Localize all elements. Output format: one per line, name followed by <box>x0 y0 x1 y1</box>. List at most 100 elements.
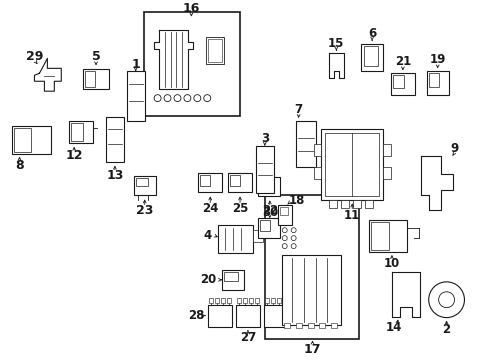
Bar <box>270 298 274 303</box>
Bar <box>209 298 213 303</box>
Bar <box>390 73 414 95</box>
Text: 3: 3 <box>260 132 268 145</box>
Circle shape <box>174 95 181 102</box>
Circle shape <box>428 282 464 318</box>
Bar <box>257 218 279 238</box>
Text: 15: 15 <box>327 37 344 50</box>
Text: 29: 29 <box>26 50 43 63</box>
Text: 24: 24 <box>202 202 218 215</box>
Circle shape <box>164 95 171 102</box>
Bar <box>254 298 258 303</box>
Text: 16: 16 <box>183 2 200 15</box>
Bar <box>352 201 361 208</box>
Polygon shape <box>34 58 61 91</box>
Bar <box>361 44 382 71</box>
Bar <box>325 133 378 197</box>
Bar <box>215 298 219 303</box>
Bar <box>370 222 388 250</box>
Bar <box>259 220 269 231</box>
Bar <box>364 46 377 66</box>
Bar <box>426 71 447 95</box>
Bar <box>281 255 341 325</box>
Bar <box>126 71 144 121</box>
Bar <box>200 175 210 185</box>
Text: 6: 6 <box>367 27 375 40</box>
Bar <box>71 123 83 141</box>
Bar <box>341 201 348 208</box>
Bar <box>329 201 337 208</box>
Bar <box>208 39 222 62</box>
Bar <box>295 121 315 167</box>
Text: 23: 23 <box>136 204 153 217</box>
Bar <box>276 298 280 303</box>
Bar <box>224 272 238 281</box>
Bar <box>282 298 286 303</box>
Text: 26: 26 <box>287 309 303 322</box>
Circle shape <box>154 95 161 102</box>
Bar <box>283 323 289 328</box>
Bar <box>236 305 259 327</box>
Bar <box>264 195 359 339</box>
Bar <box>83 69 109 89</box>
Text: 11: 11 <box>344 209 360 222</box>
Bar <box>331 323 337 328</box>
Text: 1: 1 <box>131 58 140 71</box>
Bar <box>319 323 325 328</box>
Bar <box>255 146 273 193</box>
Bar <box>227 172 251 193</box>
Text: 27: 27 <box>239 331 256 344</box>
Circle shape <box>290 244 296 248</box>
Text: 18: 18 <box>288 194 304 207</box>
Circle shape <box>282 228 286 233</box>
Bar <box>368 220 406 252</box>
Bar <box>69 121 93 143</box>
Bar <box>206 37 224 64</box>
Bar <box>252 230 263 242</box>
Bar <box>295 323 301 328</box>
Text: 22: 22 <box>261 204 277 217</box>
Polygon shape <box>329 53 344 78</box>
Text: 5: 5 <box>91 50 100 63</box>
Bar <box>230 175 240 185</box>
Text: 25: 25 <box>231 202 248 215</box>
Bar <box>237 298 241 303</box>
Bar <box>382 144 390 156</box>
Circle shape <box>193 95 201 102</box>
Text: 30: 30 <box>261 206 277 219</box>
Text: 21: 21 <box>394 55 410 68</box>
Text: 13: 13 <box>106 169 123 182</box>
Bar <box>226 298 231 303</box>
Bar <box>277 206 291 225</box>
Bar <box>307 323 313 328</box>
Bar <box>221 298 224 303</box>
Text: 14: 14 <box>385 321 401 334</box>
Circle shape <box>290 228 296 233</box>
Bar <box>428 73 438 87</box>
Polygon shape <box>153 30 193 89</box>
Text: 19: 19 <box>428 53 445 66</box>
Text: 2: 2 <box>442 323 450 336</box>
Bar <box>12 126 51 154</box>
Text: 10: 10 <box>383 257 399 270</box>
Bar <box>134 176 155 195</box>
Circle shape <box>290 236 296 240</box>
Bar <box>14 128 31 152</box>
Bar <box>218 225 252 253</box>
Text: 4: 4 <box>203 229 211 242</box>
Bar <box>208 305 232 327</box>
Polygon shape <box>391 272 419 316</box>
Bar <box>313 144 321 156</box>
Bar <box>259 179 269 189</box>
Bar <box>392 75 403 88</box>
Circle shape <box>282 244 286 248</box>
Bar <box>257 177 279 197</box>
Text: 20: 20 <box>200 273 216 286</box>
Bar <box>106 117 123 162</box>
Circle shape <box>183 95 190 102</box>
Bar <box>248 298 252 303</box>
Bar <box>279 207 287 215</box>
Circle shape <box>203 95 210 102</box>
Bar <box>264 298 268 303</box>
Bar <box>264 305 287 327</box>
Bar <box>365 201 372 208</box>
